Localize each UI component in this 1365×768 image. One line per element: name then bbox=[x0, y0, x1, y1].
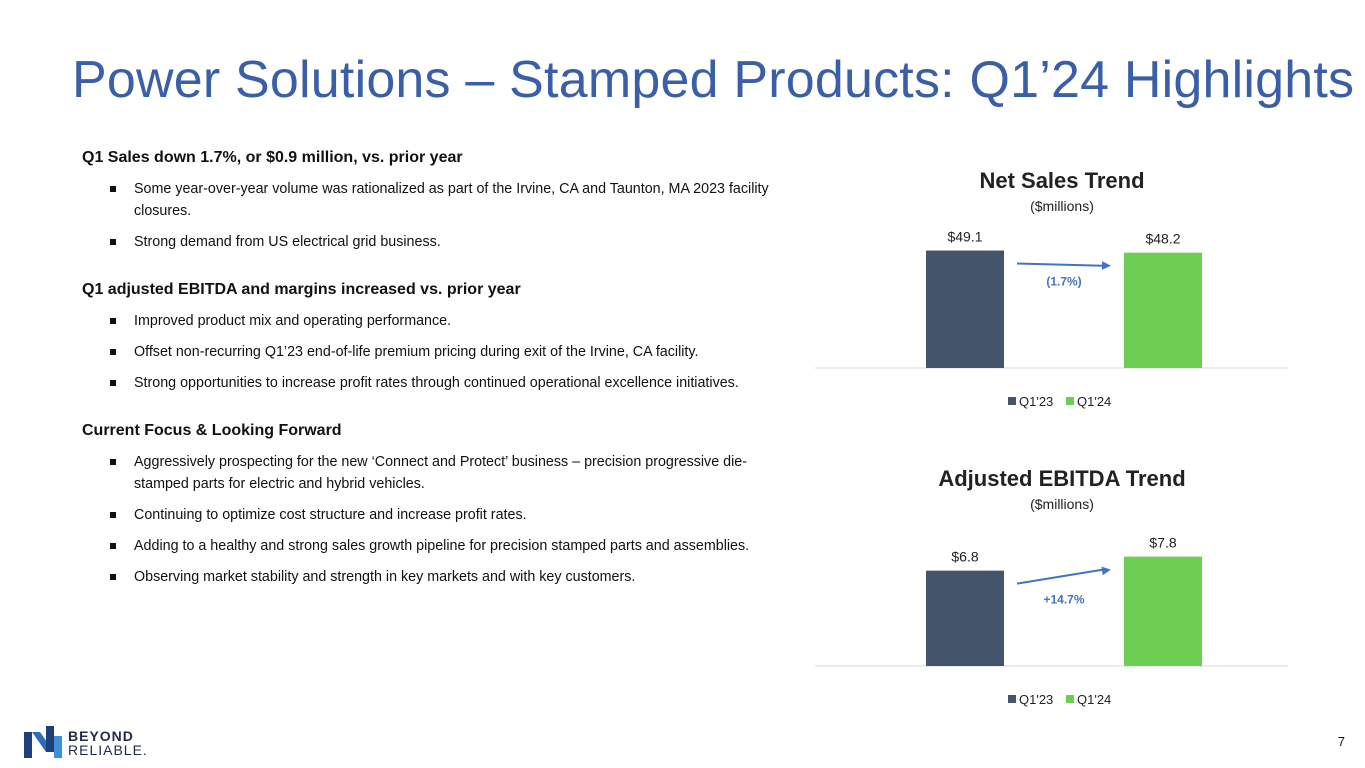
bar-data-label: $49.1 bbox=[947, 229, 982, 245]
legend-label: Q1'24 bbox=[1077, 394, 1111, 409]
bar-Q123 bbox=[926, 250, 1004, 368]
section-heading: Q1 adjusted EBITDA and margins increased… bbox=[82, 281, 521, 298]
bullet-item: Aggressively prospecting for the new ‘Co… bbox=[82, 451, 782, 495]
chart-subtitle: ($millions) bbox=[1030, 496, 1094, 512]
chart-subtitle: ($millions) bbox=[1030, 198, 1094, 214]
bullet-item: Observing market stability and strength … bbox=[82, 566, 782, 588]
bullet-square-icon bbox=[110, 574, 116, 580]
bullet-item: Strong opportunities to increase profit … bbox=[82, 372, 782, 394]
change-arrow-line bbox=[1016, 262, 1104, 267]
bullet-item: Strong demand from US electrical grid bu… bbox=[82, 231, 782, 253]
bar-Q124 bbox=[1124, 252, 1202, 368]
bullet-text: Improved product mix and operating perfo… bbox=[134, 313, 452, 329]
bullet-item: Improved product mix and operating perfo… bbox=[82, 310, 782, 332]
net-sales-chart: Net Sales Trend ($millions) $49.1 $48.2 (1.7… bbox=[812, 160, 1312, 420]
bar-data-label: $6.8 bbox=[951, 549, 978, 565]
company-logo: BEYOND RELIABLE. bbox=[24, 726, 174, 760]
bullet-text: Aggressively prospecting for the new ‘Co… bbox=[134, 454, 747, 492]
bullet-list: Aggressively prospecting for the new ‘Co… bbox=[82, 451, 782, 588]
bullet-list: Some year-over-year volume was rationali… bbox=[82, 178, 782, 253]
bar-Q123 bbox=[926, 570, 1004, 666]
bullet-square-icon bbox=[110, 380, 116, 386]
logo-mark-icon bbox=[24, 726, 62, 758]
change-percent-label: (1.7%) bbox=[1046, 275, 1081, 289]
section-ebitda: Q1 adjusted EBITDA and margins increased… bbox=[82, 280, 782, 394]
bullet-text: Some year-over-year volume was rationali… bbox=[134, 181, 769, 219]
ebitda-chart-svg: Adjusted EBITDA Trend ($millions) $6.8 $7.8… bbox=[815, 466, 1288, 707]
bullet-text: Adding to a healthy and strong sales gro… bbox=[134, 538, 750, 554]
section-heading: Q1 Sales down 1.7%, or $0.9 million, vs.… bbox=[82, 149, 463, 166]
section-sales: Q1 Sales down 1.7%, or $0.9 million, vs.… bbox=[82, 148, 782, 253]
bullet-item: Continuing to optimize cost structure an… bbox=[82, 504, 782, 526]
logo-text-line1: BEYOND bbox=[68, 728, 134, 744]
bullet-square-icon bbox=[110, 543, 116, 549]
bullet-item: Some year-over-year volume was rationali… bbox=[82, 178, 782, 222]
change-arrow-head-icon bbox=[1101, 261, 1111, 270]
section-heading: Current Focus & Looking Forward bbox=[82, 422, 342, 439]
bar-data-label: $7.8 bbox=[1149, 535, 1176, 551]
bullet-item: Adding to a healthy and strong sales gro… bbox=[82, 535, 782, 557]
bullet-text: Strong opportunities to increase profit … bbox=[134, 375, 739, 391]
bullet-text: Offset non-recurring Q1’23 end-of-life p… bbox=[134, 344, 699, 360]
legend-swatch bbox=[1066, 695, 1074, 703]
change-arrow-head-icon bbox=[1101, 566, 1111, 576]
legend-label: Q1'24 bbox=[1077, 692, 1111, 707]
bullet-square-icon bbox=[110, 186, 116, 192]
legend-label: Q1'23 bbox=[1019, 394, 1053, 409]
bullet-square-icon bbox=[110, 239, 116, 245]
bullet-square-icon bbox=[110, 349, 116, 355]
ebitda-chart: Adjusted EBITDA Trend ($millions) $6.8 $7.8… bbox=[812, 458, 1312, 718]
legend-swatch bbox=[1066, 397, 1074, 405]
bullet-square-icon bbox=[110, 512, 116, 518]
page-title: Power Solutions – Stamped Products: Q1’2… bbox=[72, 51, 1355, 109]
bullet-text: Continuing to optimize cost structure an… bbox=[134, 507, 527, 523]
bullet-item: Offset non-recurring Q1’23 end-of-life p… bbox=[82, 341, 782, 363]
legend-label: Q1'23 bbox=[1019, 692, 1053, 707]
page-number: 7 bbox=[1337, 734, 1345, 749]
bar-data-label: $48.2 bbox=[1145, 231, 1180, 247]
chart-title: Net Sales Trend bbox=[979, 168, 1144, 193]
net-sales-chart-svg: Net Sales Trend ($millions) $49.1 $48.2 (1.7… bbox=[815, 168, 1288, 409]
bar-Q124 bbox=[1124, 556, 1202, 666]
change-arrow-line bbox=[1016, 568, 1104, 585]
bullet-text: Strong demand from US electrical grid bu… bbox=[134, 234, 441, 250]
logo-text-line2: RELIABLE. bbox=[68, 742, 148, 758]
legend-swatch bbox=[1008, 695, 1016, 703]
legend-swatch bbox=[1008, 397, 1016, 405]
change-percent-label: +14.7% bbox=[1043, 593, 1084, 607]
highlights-text: Q1 Sales down 1.7%, or $0.9 million, vs.… bbox=[82, 148, 782, 615]
bullet-square-icon bbox=[110, 459, 116, 465]
bullet-list: Improved product mix and operating perfo… bbox=[82, 310, 782, 394]
bullet-square-icon bbox=[110, 318, 116, 324]
chart-title: Adjusted EBITDA Trend bbox=[938, 466, 1185, 491]
section-focus: Current Focus & Looking Forward Aggressi… bbox=[82, 421, 782, 588]
bullet-text: Observing market stability and strength … bbox=[134, 569, 636, 585]
